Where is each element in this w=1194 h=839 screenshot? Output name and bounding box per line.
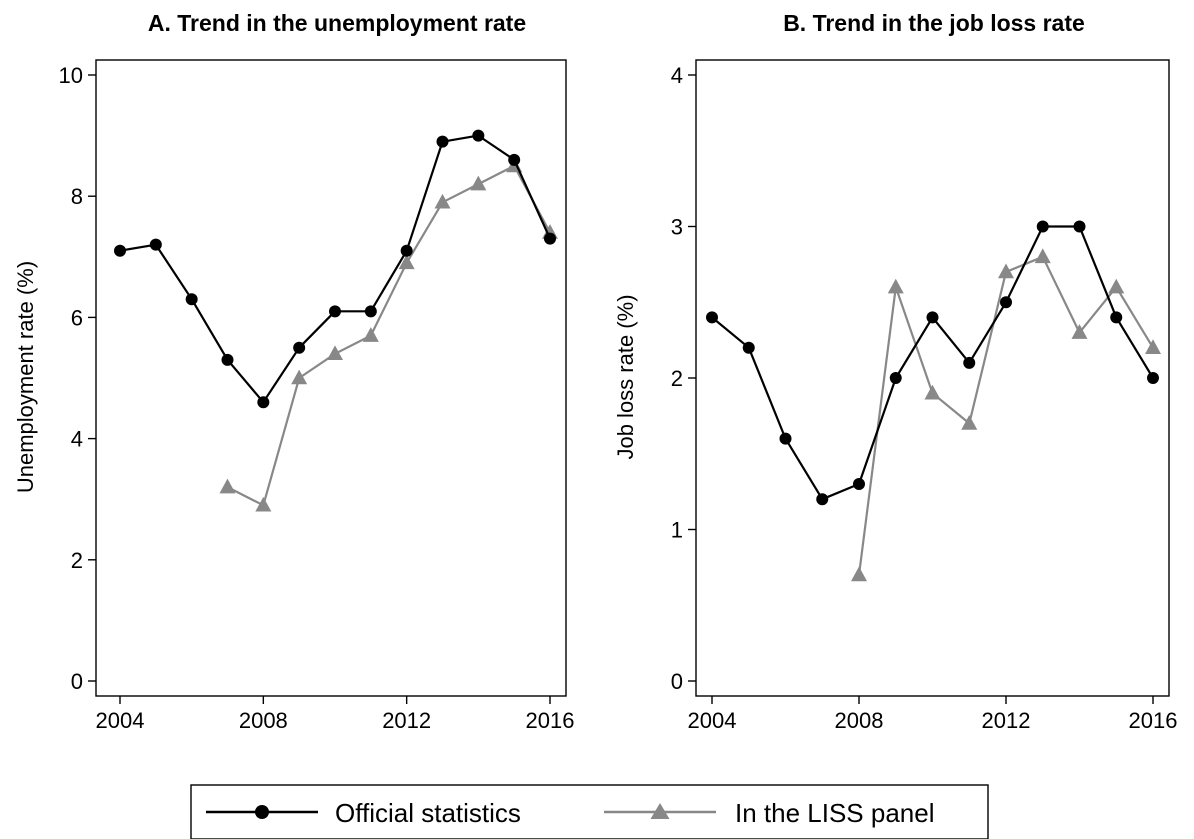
panel-b-series [706, 220, 1161, 582]
official-point [889, 372, 902, 384]
x-tick-label: 2016 [1129, 708, 1178, 733]
official-point [1036, 220, 1049, 233]
panel-a-y-ticks: 0 2 4 6 8 10 [59, 63, 96, 694]
liss-point [327, 345, 343, 361]
panel-job-loss: B. Trend in the job loss rate Job loss r… [613, 10, 1177, 733]
panel-b-plot-frame [695, 59, 1170, 697]
liss-point [398, 254, 415, 270]
official-point [329, 305, 341, 318]
official-point [114, 244, 126, 257]
official-point [706, 311, 718, 324]
official-point [1073, 220, 1086, 233]
panel-a-plot-frame [95, 59, 567, 697]
y-tick-label: 10 [59, 63, 83, 88]
y-tick-label: 0 [71, 669, 83, 694]
liss-point [998, 263, 1014, 279]
y-tick-label: 8 [71, 184, 83, 209]
official-point [853, 478, 865, 491]
official-point [149, 238, 162, 251]
official-point [1147, 372, 1159, 384]
panel-b-y-axis-label: Job loss rate (%) [613, 294, 638, 459]
panel-b-y-ticks: 0 1 2 3 4 [671, 63, 696, 694]
legend-liss-marker [650, 803, 670, 819]
x-tick-label: 2004 [96, 708, 145, 733]
legend-official-marker [255, 805, 269, 819]
x-tick-label: 2012 [382, 708, 431, 733]
y-tick-label: 3 [671, 215, 683, 240]
official-point [508, 153, 521, 166]
series-liss-line [227, 164, 551, 507]
legend-box [190, 784, 989, 839]
liss-point [924, 384, 941, 400]
y-tick-label: 4 [71, 427, 83, 452]
y-tick-label: 4 [671, 63, 683, 88]
liss-point [1145, 339, 1161, 354]
y-tick-label: 0 [671, 669, 683, 694]
x-tick-label: 2016 [526, 708, 575, 733]
panel-a-title: A. Trend in the unemployment rate [148, 10, 526, 36]
y-tick-label: 1 [671, 518, 683, 543]
official-point [963, 356, 976, 369]
official-point [816, 493, 829, 506]
official-point [779, 432, 792, 445]
legend: Official statistics In the LISS panel [190, 784, 989, 839]
official-point [1110, 311, 1123, 324]
official-point [436, 135, 449, 148]
liss-point [219, 478, 236, 494]
panel-a-series [114, 129, 558, 512]
official-point [544, 232, 556, 245]
official-point [1000, 296, 1012, 309]
panel-unemployment: A. Trend in the unemployment rate Unempl… [13, 10, 574, 733]
liss-point [470, 175, 487, 191]
liss-point [255, 496, 272, 512]
panel-b-x-ticks: 2004 2008 2012 2016 [688, 696, 1178, 733]
official-point [221, 353, 234, 366]
x-tick-label: 2012 [982, 708, 1031, 733]
liss-point [1071, 324, 1088, 339]
panel-a-y-axis-label: Unemployment rate (%) [13, 261, 38, 493]
series-official-line [119, 134, 552, 404]
official-point [257, 396, 270, 409]
official-point [742, 341, 755, 354]
official-point [185, 293, 198, 306]
y-tick-label: 6 [71, 305, 83, 330]
liss-point [1108, 278, 1125, 294]
x-tick-label: 2008 [835, 708, 884, 733]
liss-point [851, 566, 867, 582]
y-tick-label: 2 [671, 366, 683, 391]
y-tick-label: 2 [71, 548, 83, 573]
liss-point [362, 327, 379, 342]
official-point [400, 244, 413, 257]
official-point [364, 305, 377, 318]
official-point [472, 129, 485, 142]
official-point [293, 341, 306, 354]
legend-label-official: Official statistics [335, 798, 521, 828]
liss-point [887, 278, 904, 294]
panel-a-x-ticks: 2004 2008 2012 2016 [96, 696, 575, 733]
series-official-line [711, 225, 1154, 501]
official-point [926, 311, 939, 324]
liss-point [1034, 248, 1051, 264]
liss-point [961, 415, 978, 430]
x-tick-label: 2004 [688, 708, 737, 733]
x-tick-label: 2008 [239, 708, 288, 733]
panel-b-title: B. Trend in the job loss rate [783, 10, 1085, 36]
liss-point [291, 369, 308, 385]
legend-label-liss: In the LISS panel [735, 798, 934, 828]
liss-point [434, 193, 451, 209]
